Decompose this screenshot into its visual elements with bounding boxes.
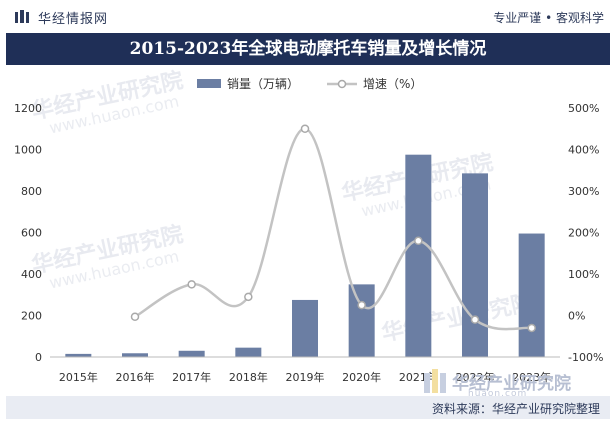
- header-bar: 华经情报网 专业严谨 • 客观科学: [0, 0, 616, 32]
- x-tick-label: 2015年: [59, 370, 98, 384]
- watermark-logo-icon: [424, 369, 446, 393]
- x-tick-label: 2020年: [342, 370, 381, 384]
- growth-point: [244, 292, 253, 302]
- x-tick-label: 2023年: [512, 370, 551, 384]
- y-right-tick-label: 200%: [568, 227, 599, 240]
- x-tick-label: 2016年: [116, 370, 155, 384]
- bar: [235, 347, 262, 357]
- bar: [348, 284, 375, 357]
- watermark-logo-text: 华经产业研究院: [452, 374, 571, 394]
- y-right-tick-label: 500%: [568, 102, 599, 115]
- y-right-tick-label: 300%: [568, 185, 599, 198]
- legend-marker-growth: [337, 79, 347, 89]
- y-left-tick-label: 800: [21, 185, 42, 198]
- y-right-tick-label: -100%: [568, 351, 603, 364]
- legend-label-growth: 增速（%）: [363, 77, 422, 91]
- bar: [518, 233, 545, 357]
- chart: 0 200 400 600 800 1000 1200 -100% 0% 100% 200% 300%…: [14, 77, 603, 384]
- x-tick-label: 2022年: [456, 370, 495, 384]
- y-left-tick-label: 1000: [14, 144, 42, 157]
- bar: [462, 173, 488, 357]
- bar: [65, 353, 92, 357]
- x-tick-label: 2017年: [172, 370, 211, 384]
- brand-name: 华经情报网: [38, 11, 109, 27]
- growth-point: [300, 124, 310, 133]
- y-right-tick-label: 100%: [568, 268, 599, 281]
- x-tick-label: 2019年: [286, 370, 325, 384]
- growth-point: [187, 280, 196, 289]
- chart-title: 2015-2023年全球电动摩托车销量及增长情况: [6, 33, 610, 65]
- bar: [178, 350, 205, 357]
- y-left-tick-label: 0: [35, 351, 42, 364]
- legend-label-sales: 销量（万辆）: [227, 77, 299, 91]
- brand[interactable]: 华经情报网: [14, 8, 109, 27]
- slogan: 专业严谨 • 客观科学: [493, 11, 604, 25]
- growth-point: [470, 315, 480, 324]
- growth-point: [414, 236, 423, 246]
- bar: [122, 353, 148, 357]
- bar: [292, 299, 318, 357]
- y-left-tick-label: 1200: [14, 102, 42, 115]
- bar: [405, 154, 432, 357]
- y-left-tick-label: 200: [21, 310, 42, 323]
- growth-line: [134, 127, 532, 331]
- growth-point: [357, 300, 366, 310]
- source-note: 资料来源：华经产业研究院整理: [431, 402, 600, 416]
- y-left-tick-label: 600: [21, 227, 42, 240]
- growth-point: [527, 323, 536, 333]
- brand-logo-icon: [15, 10, 29, 23]
- y-right-tick-label: 400%: [568, 144, 599, 157]
- footer: 资料来源：华经产业研究院整理: [6, 396, 610, 419]
- growth-point: [130, 312, 140, 321]
- y-right-tick-label: 0%: [568, 310, 585, 323]
- watermark-logo-url: huaon.com: [468, 389, 528, 399]
- x-tick-label: 2018年: [229, 370, 268, 384]
- legend-swatch-sales: [197, 79, 221, 88]
- y-left-tick-label: 400: [21, 268, 42, 281]
